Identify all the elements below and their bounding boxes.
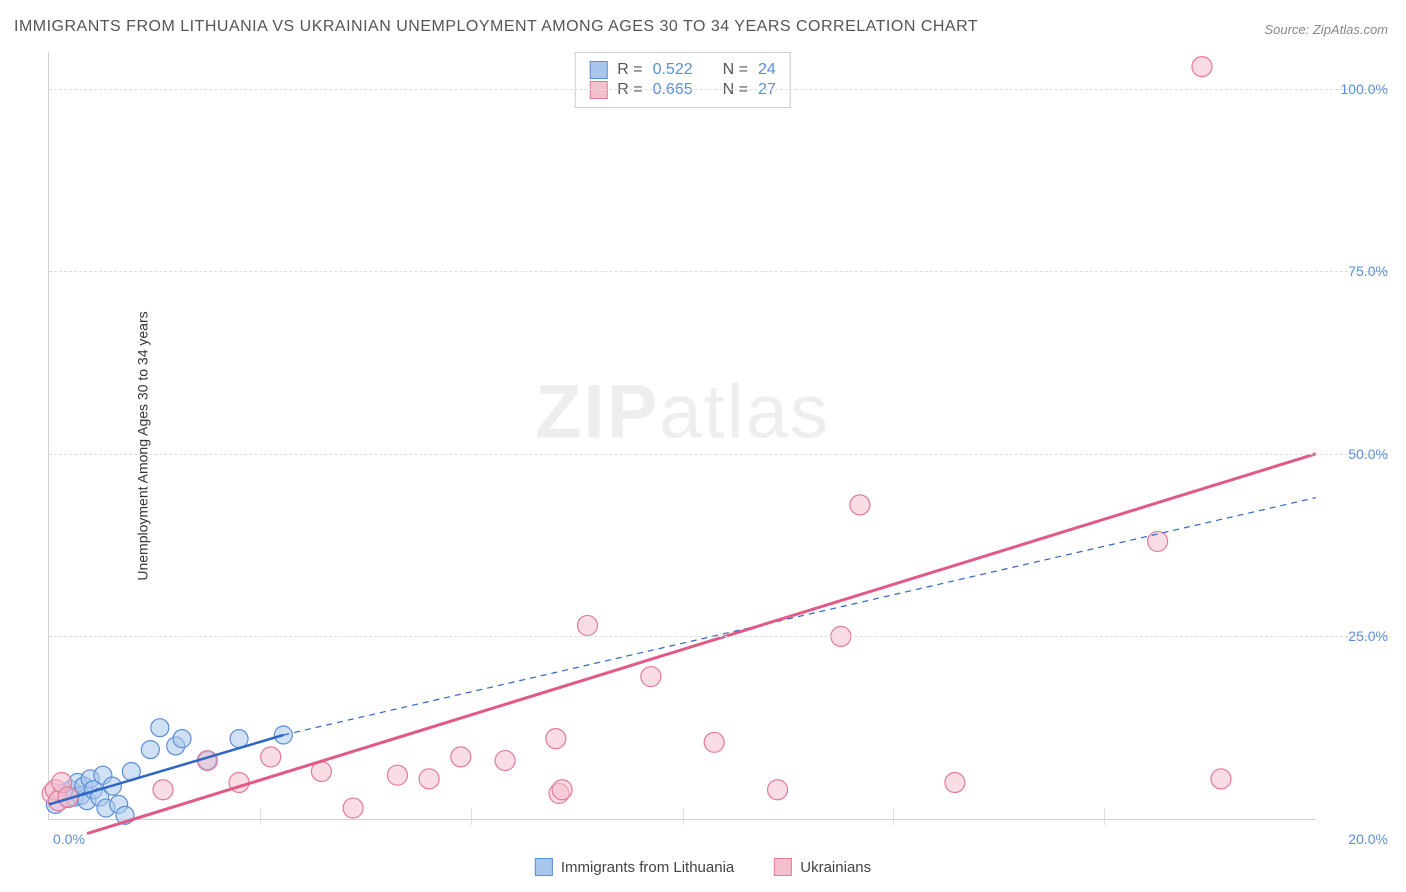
data-point [1192,57,1212,77]
n-value: 24 [758,61,776,79]
data-point [552,780,572,800]
correlation-stats-box: R = 0.522 N = 24 R = 0.665 N = 27 [574,52,791,108]
grid-line [49,454,1388,455]
n-value: 27 [758,81,776,99]
data-point [546,729,566,749]
scatter-plot-svg [49,52,1316,819]
data-point [945,772,965,792]
x-tick-label: 0.0% [53,831,85,847]
x-minor-tick [471,809,472,825]
y-tick-label: 75.0% [1328,263,1388,279]
x-minor-tick [893,809,894,825]
r-label: R = [617,81,642,99]
legend-label: Immigrants from Lithuania [561,859,734,876]
y-tick-label: 50.0% [1328,446,1388,462]
data-point [141,741,159,759]
y-tick-label: 100.0% [1328,81,1388,97]
legend-item-1: Ukrainians [774,858,871,876]
data-point [1211,769,1231,789]
data-point [419,769,439,789]
data-point [495,751,515,771]
grid-line [49,636,1388,637]
data-point [451,747,471,767]
x-tick-label: 20.0% [1348,831,1388,847]
data-point [153,780,173,800]
data-point [641,667,661,687]
data-point [343,798,363,818]
data-point [768,780,788,800]
x-minor-tick [1104,809,1105,825]
x-minor-tick [683,809,684,825]
stats-swatch-icon [589,61,607,79]
grid-line [49,271,1388,272]
n-label: N = [723,61,748,79]
n-label: N = [723,81,748,99]
data-point [704,732,724,752]
data-point [151,719,169,737]
r-label: R = [617,61,642,79]
stats-swatch-icon [589,81,607,99]
data-point [173,730,191,748]
legend-swatch-icon [774,858,792,876]
legend-swatch-icon [535,858,553,876]
r-value: 0.522 [653,61,693,79]
trend-line [87,454,1316,834]
data-point [577,615,597,635]
data-point [230,730,248,748]
data-point [850,495,870,515]
y-tick-label: 25.0% [1328,628,1388,644]
grid-line [49,89,1388,90]
data-point [261,747,281,767]
stats-row-series-0: R = 0.522 N = 24 [589,61,776,79]
r-value: 0.665 [653,81,693,99]
legend-label: Ukrainians [800,859,871,876]
chart-title: IMMIGRANTS FROM LITHUANIA VS UKRAINIAN U… [14,18,978,36]
source-label: Source: ZipAtlas.com [1264,22,1388,37]
x-minor-tick [260,809,261,825]
legend-item-0: Immigrants from Lithuania [535,858,734,876]
chart-container: IMMIGRANTS FROM LITHUANIA VS UKRAINIAN U… [0,0,1406,892]
data-point [387,765,407,785]
stats-row-series-1: R = 0.665 N = 27 [589,81,776,99]
plot-area: ZIPatlas R = 0.522 N = 24 R = 0.665 N = … [48,52,1316,820]
bottom-legend: Immigrants from Lithuania Ukrainians [535,858,871,876]
